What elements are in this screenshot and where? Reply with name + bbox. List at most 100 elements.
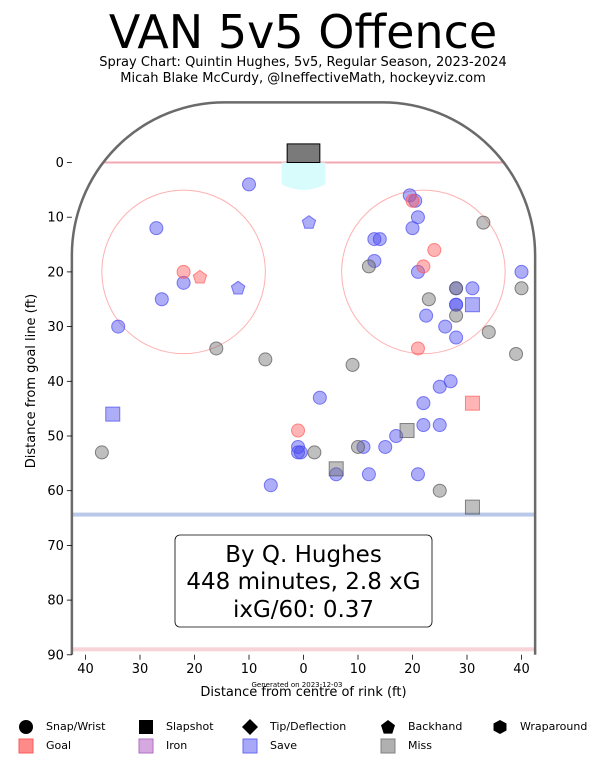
shot-point — [410, 210, 425, 225]
shot-point — [291, 439, 306, 454]
shot-point — [372, 232, 387, 247]
square-icon — [138, 738, 154, 754]
shot-point — [416, 259, 431, 274]
shot-point — [328, 461, 344, 477]
stats-box: By Q. Hughes 448 minutes, 2.8 xG ixG/60:… — [174, 534, 433, 628]
shot-point — [367, 232, 382, 247]
shot-point — [464, 395, 480, 411]
shot-point — [416, 418, 431, 433]
y-tick-label: 60 — [47, 484, 64, 499]
shot-point — [410, 467, 425, 482]
shot-point — [105, 406, 121, 422]
shot-point — [149, 221, 164, 236]
shot-point — [176, 264, 191, 279]
shot-point — [356, 439, 371, 454]
shot-point — [301, 215, 317, 229]
shot-point — [476, 215, 491, 230]
legend-label: Snap/Wrist — [46, 720, 106, 733]
square-icon — [18, 738, 34, 754]
blue-line — [71, 512, 536, 517]
stats-box-line2: 448 minutes, 2.8 xG — [186, 569, 420, 595]
shot-point — [361, 467, 376, 482]
x-tick-label: 30 — [132, 662, 149, 677]
shot-point — [378, 439, 393, 454]
x-tick-label: 40 — [77, 662, 94, 677]
shot-point — [263, 478, 278, 493]
shot-point — [389, 429, 404, 443]
pentagon-icon — [381, 720, 395, 734]
shot-point — [421, 292, 436, 307]
legend-label: Save — [270, 739, 298, 752]
shot-point — [351, 439, 365, 454]
legend-label: Backhand — [408, 720, 463, 733]
generated-note: Generated on 2023-12-03 — [252, 681, 343, 689]
shot-point — [514, 264, 529, 279]
diamond-icon — [242, 719, 258, 735]
x-tick-label: 40 — [513, 662, 530, 677]
shot-point — [464, 499, 480, 515]
shot-point — [399, 423, 415, 439]
circle-icon — [19, 720, 33, 734]
shot-point — [449, 308, 464, 323]
shot-point — [192, 269, 208, 284]
faceoff-circle — [101, 189, 266, 355]
shot-point — [307, 445, 322, 460]
legend-label: Goal — [46, 739, 72, 752]
y-tick-label: 50 — [47, 430, 64, 445]
axes-layer: 0 10 20 30 40 50 60 70 80 90 40 30 20 10 0 10 20 30 40 — [47, 156, 529, 677]
goal-net — [286, 143, 321, 163]
rink-boards — [70, 101, 537, 655]
shot-point — [432, 418, 447, 433]
spray-chart: 0 10 20 30 40 50 60 70 80 90 40 30 20 10 0 10 20 30 40 By … — [24, 101, 537, 700]
square-icon — [242, 738, 258, 754]
x-tick-label: 20 — [186, 662, 203, 677]
shot-point — [154, 292, 169, 307]
y-tick-label: 70 — [47, 539, 64, 554]
chart-credit: Micah Blake McCurdy, @IneffectiveMath, h… — [120, 71, 486, 86]
shot-point — [367, 253, 382, 268]
shot-point — [94, 445, 109, 460]
legend-label: Slapshot — [166, 720, 214, 733]
shot-point — [509, 346, 524, 361]
shot-point — [419, 308, 434, 323]
shot-point — [481, 325, 496, 340]
shot-point — [449, 281, 464, 296]
shot-point — [312, 390, 327, 405]
shot-point — [416, 396, 431, 411]
x-tick-label: 30 — [459, 662, 476, 677]
y-axis-label: Distance from goal line (ft) — [24, 294, 39, 468]
shot-point — [410, 264, 425, 279]
y-tick-label: 30 — [47, 320, 64, 335]
y-tick-label: 20 — [47, 265, 64, 280]
x-tick-label: 20 — [404, 662, 421, 677]
shot-point — [449, 330, 464, 345]
shot-point — [361, 259, 376, 274]
square-icon — [139, 720, 153, 734]
shot-point — [410, 341, 425, 356]
shot-point — [405, 193, 420, 208]
legend-label: Wraparound — [520, 720, 588, 733]
goal-crease — [281, 162, 326, 190]
shot-point — [432, 379, 447, 394]
y-tick-label: 40 — [47, 375, 64, 390]
shot-point — [514, 281, 529, 296]
x-tick-label: 10 — [241, 662, 258, 677]
shot-point — [345, 357, 360, 372]
legend-label: Tip/Deflection — [270, 720, 347, 733]
shot-point — [230, 280, 246, 295]
faceoff-circle — [341, 189, 506, 355]
shot-point — [449, 297, 464, 312]
x-tick-label: 0 — [299, 662, 307, 677]
shot-point — [432, 483, 447, 498]
shot-point — [258, 352, 273, 367]
y-tick-label: 80 — [47, 594, 64, 609]
shot-point — [209, 341, 224, 356]
y-tick-label: 90 — [47, 648, 64, 663]
chart-subtitle: Spray Chart: Quintin Hughes, 5v5, Regula… — [99, 55, 507, 70]
chart-title: VAN 5v5 Offence — [108, 5, 498, 59]
y-tick-label: 10 — [47, 211, 64, 226]
shot-point — [427, 243, 442, 258]
stats-box-line1: By Q. Hughes — [225, 542, 382, 568]
legend-label: Miss — [408, 739, 433, 752]
shot-point — [291, 423, 306, 438]
